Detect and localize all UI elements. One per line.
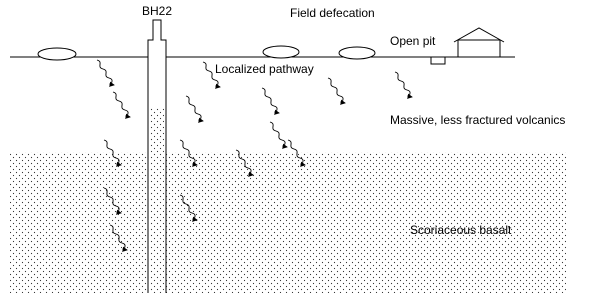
lower-layer-label: Scoriaceous basalt (410, 223, 512, 237)
pathway-arrow (270, 122, 287, 147)
pathway-arrow (186, 96, 203, 121)
pathway-arrow (113, 92, 130, 117)
open-pit-label: Open pit (390, 34, 436, 48)
house (454, 28, 504, 57)
pathway-arrow (262, 88, 279, 113)
pathway-arrow (328, 78, 345, 103)
pathway-label: Localized pathway (215, 62, 314, 76)
diagram: BH22 Field defecation Open pit Localized… (0, 0, 602, 293)
open-pit (431, 57, 445, 64)
borehole-fill (150, 108, 164, 293)
defecation-spot (263, 46, 299, 58)
defecation-spot (339, 47, 375, 59)
pathway-arrow (97, 60, 114, 85)
defecation-label: Field defecation (290, 6, 375, 20)
defecation-spot (38, 48, 76, 60)
borehole-casing (148, 20, 166, 57)
page: BH22 Field defecation Open pit Localized… (0, 0, 602, 293)
upper-layer-label: Massive, less fractured volcanics (390, 113, 565, 127)
pathway-arrow (395, 72, 412, 97)
borehole-label: BH22 (142, 4, 172, 18)
